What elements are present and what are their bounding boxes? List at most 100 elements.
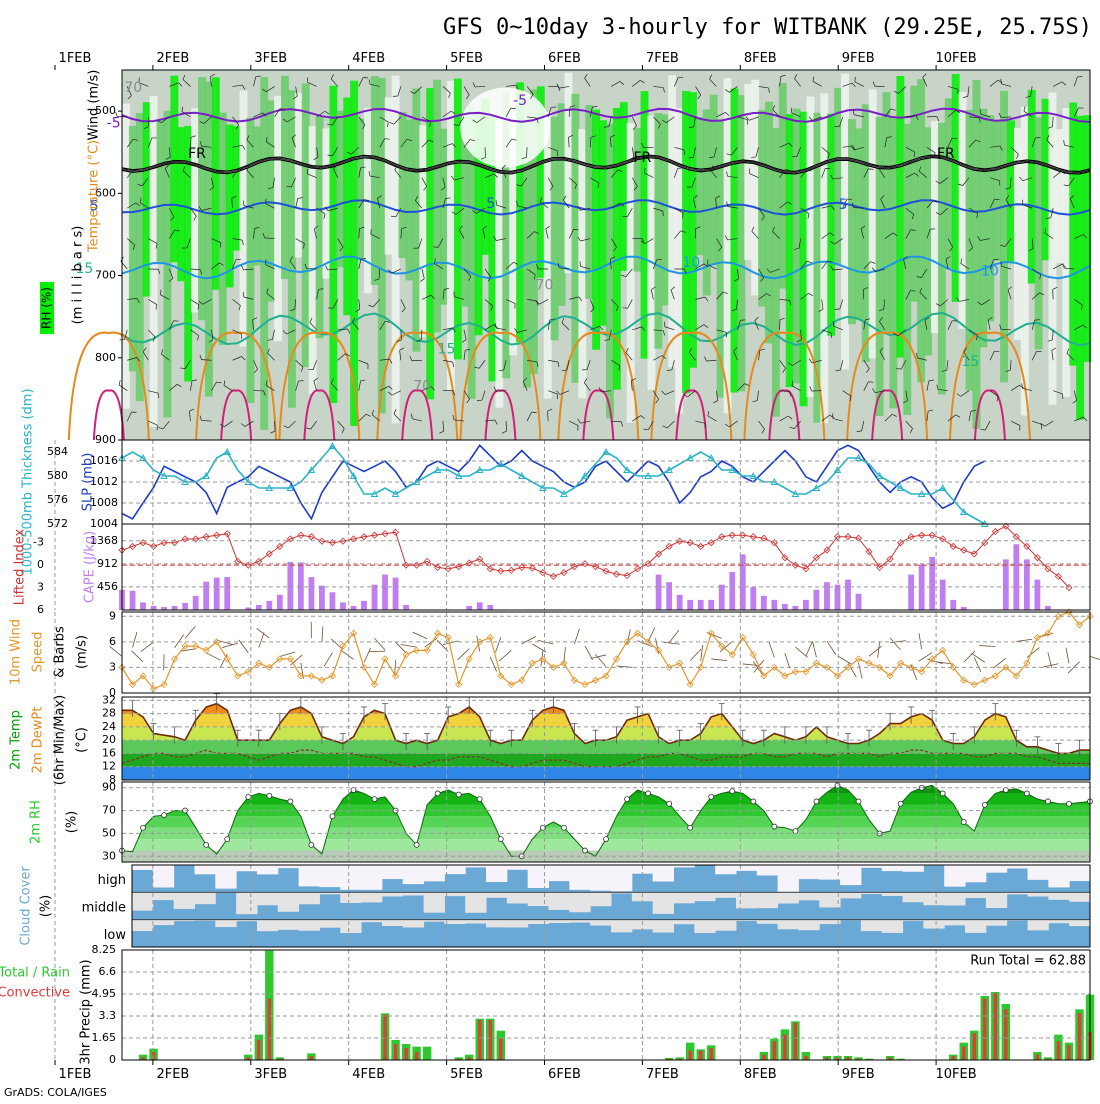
ylabel-slp: SLP (mb): [81, 453, 96, 512]
cloud-fraction: [944, 892, 965, 905]
rh-tick: 90: [102, 781, 116, 794]
cape-bar: [666, 582, 672, 610]
cloud-fraction: [382, 920, 403, 926]
rh-point: [141, 825, 146, 830]
cloud-fraction: [965, 865, 986, 882]
cloud-fraction: [882, 865, 903, 871]
rh-point: [582, 848, 587, 853]
rh-point: [1003, 788, 1008, 793]
cape-bar: [771, 600, 777, 610]
rh-point: [288, 799, 293, 804]
ylabel-cape: CAPE (J/kg): [83, 531, 98, 603]
cloud-fraction: [278, 920, 299, 930]
contour-label: FR: [937, 146, 955, 162]
cape-bar: [172, 606, 178, 610]
precip-tick: 1.65: [92, 1031, 117, 1044]
cape-bar: [298, 562, 304, 610]
cape-bar: [277, 595, 283, 610]
wind-tick: 6: [109, 635, 116, 648]
precip-convective-bar: [688, 1051, 691, 1060]
rh-shading: [717, 120, 725, 398]
ylabel-temp-1: 2m Temp: [9, 710, 24, 770]
rh-shading: [1062, 108, 1070, 397]
date-label-bottom: 1FEB: [59, 1067, 92, 1082]
cloud-fraction: [611, 920, 632, 933]
rh-point: [646, 791, 651, 796]
cloud-fraction: [903, 892, 924, 902]
cloud-fraction: [736, 865, 757, 871]
cloud-fraction: [340, 892, 361, 903]
cloud-fraction: [819, 865, 840, 880]
rh-shading: [737, 95, 745, 391]
cloud-fraction: [569, 865, 590, 890]
cloud-fraction: [798, 920, 819, 931]
chart-title: GFS 0~10day 3-hourly for WITBANK (29.25E…: [443, 15, 1092, 40]
rh-shading: [343, 97, 351, 315]
precip-convective-bar: [952, 1056, 955, 1060]
wind-tick: 3: [109, 660, 116, 673]
cloud-fraction: [174, 892, 195, 909]
cloud-fraction: [882, 892, 903, 896]
date-label-bottom: 2FEB: [156, 1067, 189, 1082]
cloud-fraction: [882, 920, 903, 933]
rh-point: [751, 799, 756, 804]
precip-convective-bar: [268, 999, 271, 1060]
cloud-fraction: [757, 865, 778, 875]
cloud-fraction: [153, 865, 174, 888]
footer-credit: GrADS: COLA/IGES: [4, 1086, 107, 1099]
rh-shading: [744, 84, 752, 260]
ylabel-cloud-1: Cloud Cover: [19, 866, 34, 946]
cloud-fraction: [319, 865, 340, 887]
rh-shading: [876, 117, 884, 416]
cloud-fraction: [1069, 892, 1090, 901]
ylabel-precip: 3hr Precip (mm): [79, 959, 94, 1064]
cape-bar: [193, 596, 199, 610]
date-label-bottom: 7FEB: [646, 1067, 679, 1082]
rh-shading: [627, 123, 635, 423]
cape-bar: [856, 594, 862, 610]
cloud-fraction: [1069, 865, 1090, 881]
cloud-fraction: [590, 920, 611, 926]
rh-point: [835, 783, 840, 788]
date-label-top: 6FEB: [548, 51, 581, 66]
rh-point: [856, 799, 861, 804]
cloud-fraction: [1007, 865, 1028, 868]
precip-convective-bar: [489, 1020, 492, 1060]
precip-convective-bar: [415, 1052, 418, 1060]
rh-point: [330, 814, 335, 819]
cape-bar: [182, 603, 188, 610]
upper-air-tick: 700: [95, 269, 116, 282]
rh-shading: [419, 125, 427, 337]
cape-bar: [351, 606, 357, 610]
cloud-fraction: [715, 865, 736, 874]
ylabel-wind10m-3: & Barbs: [53, 626, 68, 678]
cape-bar: [266, 601, 272, 610]
cape-bar: [487, 605, 493, 610]
rh-shading: [240, 91, 248, 347]
rh-point: [456, 792, 461, 797]
rh-shading: [329, 86, 337, 403]
precip-convective-bar: [1004, 1009, 1007, 1060]
cloud-fraction: [944, 865, 965, 887]
cape-bar: [835, 585, 841, 610]
rh-shading: [426, 88, 434, 399]
cloud-fraction: [319, 920, 340, 928]
rh-point: [940, 791, 945, 796]
cloud-fraction: [715, 892, 736, 898]
precip-total-bar: [423, 1047, 431, 1060]
cape-bar: [361, 601, 367, 610]
cloud-fraction: [299, 892, 320, 904]
temp-band-base: [122, 767, 1090, 780]
cape-bar: [719, 585, 725, 610]
cloud-fraction: [757, 920, 778, 924]
cloud-fraction: [653, 920, 674, 933]
date-label-top: 10FEB: [936, 51, 977, 66]
cape-bar: [140, 602, 146, 610]
contour-label: FR: [188, 146, 206, 162]
cloud-fraction: [486, 892, 507, 897]
cloud-level-label: high: [98, 873, 126, 888]
rh-point: [793, 829, 798, 834]
cloud-fraction: [403, 920, 424, 928]
cloud-fraction: [1069, 920, 1090, 926]
cape-bar: [256, 605, 262, 610]
